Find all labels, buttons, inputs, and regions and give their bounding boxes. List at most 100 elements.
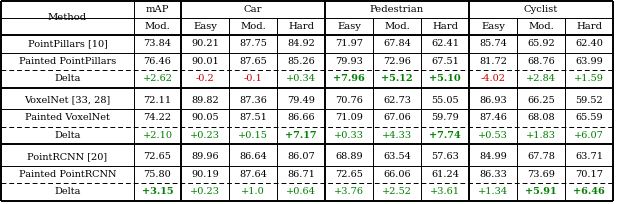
Text: mAP: mAP (146, 5, 169, 14)
Text: 89.82: 89.82 (191, 96, 219, 105)
Text: +2.62: +2.62 (143, 74, 173, 83)
Text: +2.52: +2.52 (382, 187, 412, 196)
Text: Hard: Hard (576, 22, 602, 31)
Text: 68.76: 68.76 (527, 57, 555, 66)
Text: 63.54: 63.54 (383, 152, 411, 161)
Text: 62.41: 62.41 (431, 39, 459, 48)
Text: +0.53: +0.53 (478, 131, 508, 140)
Text: Mod.: Mod. (384, 22, 410, 31)
Text: 84.99: 84.99 (479, 152, 507, 161)
Text: 87.51: 87.51 (239, 113, 267, 122)
Text: 55.05: 55.05 (431, 96, 459, 105)
Text: 67.84: 67.84 (383, 39, 411, 48)
Text: 59.79: 59.79 (431, 113, 459, 122)
Text: 68.08: 68.08 (527, 113, 555, 122)
Text: 67.51: 67.51 (431, 57, 459, 66)
Text: +6.07: +6.07 (574, 131, 604, 140)
Text: +0.15: +0.15 (238, 131, 268, 140)
Text: 90.05: 90.05 (191, 113, 219, 122)
Text: Mod.: Mod. (145, 22, 170, 31)
Text: 85.26: 85.26 (287, 57, 315, 66)
Text: +0.33: +0.33 (334, 131, 364, 140)
Text: 87.64: 87.64 (239, 170, 267, 179)
Text: 66.25: 66.25 (527, 96, 555, 105)
Text: 87.36: 87.36 (239, 96, 267, 105)
Text: +1.83: +1.83 (526, 131, 556, 140)
Text: 86.66: 86.66 (287, 113, 315, 122)
Text: Painted PointPillars: Painted PointPillars (19, 57, 116, 66)
Text: 65.59: 65.59 (575, 113, 603, 122)
Text: Easy: Easy (481, 22, 505, 31)
Text: +5.10: +5.10 (429, 74, 461, 83)
Text: 73.84: 73.84 (143, 39, 172, 48)
Text: 87.65: 87.65 (239, 57, 267, 66)
Text: Painted PointRCNN: Painted PointRCNN (19, 170, 116, 179)
Text: +1.0: +1.0 (241, 187, 265, 196)
Text: Delta: Delta (54, 74, 81, 83)
Text: Delta: Delta (54, 131, 81, 140)
Text: +7.17: +7.17 (285, 131, 317, 140)
Text: 62.40: 62.40 (575, 39, 603, 48)
Text: 87.46: 87.46 (479, 113, 507, 122)
Text: 86.93: 86.93 (479, 96, 507, 105)
Text: 68.89: 68.89 (335, 152, 363, 161)
Text: 65.92: 65.92 (527, 39, 555, 48)
Text: 81.72: 81.72 (479, 57, 507, 66)
Text: 72.96: 72.96 (383, 57, 411, 66)
Text: +7.74: +7.74 (429, 131, 461, 140)
Text: 90.21: 90.21 (191, 39, 219, 48)
Text: 59.52: 59.52 (575, 96, 603, 105)
Text: -0.1: -0.1 (244, 74, 262, 83)
Text: Painted VoxelNet: Painted VoxelNet (25, 113, 110, 122)
Text: 72.65: 72.65 (335, 170, 363, 179)
Text: -0.2: -0.2 (196, 74, 214, 83)
Text: 57.63: 57.63 (431, 152, 459, 161)
Text: 63.99: 63.99 (575, 57, 603, 66)
Text: PointRCNN [20]: PointRCNN [20] (28, 152, 108, 161)
Text: 72.65: 72.65 (143, 152, 172, 161)
Text: 70.17: 70.17 (575, 170, 603, 179)
Text: Mod.: Mod. (240, 22, 266, 31)
Text: +6.46: +6.46 (573, 187, 605, 196)
Text: Delta: Delta (54, 187, 81, 196)
Text: 87.75: 87.75 (239, 39, 267, 48)
Text: 72.11: 72.11 (143, 96, 172, 105)
Text: Hard: Hard (432, 22, 458, 31)
Text: +5.12: +5.12 (381, 74, 413, 83)
Text: -4.02: -4.02 (481, 74, 506, 83)
Text: 67.78: 67.78 (527, 152, 555, 161)
Text: +0.34: +0.34 (286, 74, 316, 83)
Text: 84.92: 84.92 (287, 39, 315, 48)
Text: 85.74: 85.74 (479, 39, 507, 48)
Text: Method: Method (48, 13, 87, 22)
Text: 73.69: 73.69 (527, 170, 555, 179)
Text: Pedestrian: Pedestrian (370, 5, 424, 14)
Text: 86.07: 86.07 (287, 152, 315, 161)
Text: +0.23: +0.23 (190, 131, 220, 140)
Text: +1.59: +1.59 (574, 74, 604, 83)
Text: +7.96: +7.96 (333, 74, 365, 83)
Text: 90.19: 90.19 (191, 170, 219, 179)
Text: 66.06: 66.06 (383, 170, 411, 179)
Text: PointPillars [10]: PointPillars [10] (28, 39, 108, 48)
Text: 86.64: 86.64 (239, 152, 267, 161)
Text: +3.61: +3.61 (430, 187, 460, 196)
Text: 86.71: 86.71 (287, 170, 315, 179)
Text: Cyclist: Cyclist (524, 5, 558, 14)
Text: Car: Car (244, 5, 262, 14)
Text: Mod.: Mod. (528, 22, 554, 31)
Text: +3.76: +3.76 (334, 187, 364, 196)
Text: +5.91: +5.91 (525, 187, 557, 196)
Text: Easy: Easy (337, 22, 361, 31)
Text: 71.97: 71.97 (335, 39, 363, 48)
Text: 67.06: 67.06 (383, 113, 411, 122)
Text: +4.33: +4.33 (382, 131, 412, 140)
Text: 90.01: 90.01 (191, 57, 219, 66)
Text: +0.64: +0.64 (286, 187, 316, 196)
Text: Easy: Easy (193, 22, 217, 31)
Text: 75.80: 75.80 (143, 170, 172, 179)
Text: +2.10: +2.10 (143, 131, 173, 140)
Text: +1.34: +1.34 (478, 187, 508, 196)
Text: 79.49: 79.49 (287, 96, 315, 105)
Text: 86.33: 86.33 (479, 170, 507, 179)
